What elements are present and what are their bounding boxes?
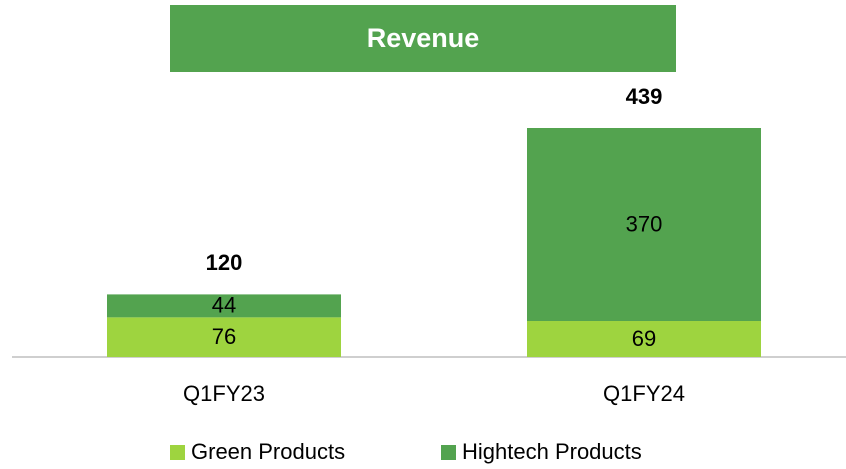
total-label: 439: [626, 84, 663, 109]
bar-segment: [107, 317, 341, 357]
data-label: 370: [626, 211, 663, 236]
data-label: 44: [212, 293, 236, 318]
x-tick-label: Q1FY23: [183, 381, 265, 406]
total-label: 120: [206, 250, 243, 275]
x-tick-label: Q1FY24: [603, 381, 685, 406]
legend-label: Hightech Products: [462, 439, 642, 464]
chart-title: Revenue: [367, 23, 480, 53]
title-banner: [170, 5, 676, 72]
data-label: 69: [632, 326, 656, 351]
bar-segment: [527, 128, 761, 322]
legend-swatch: [441, 445, 456, 460]
legend-swatch: [170, 445, 185, 460]
bar-segment: [107, 294, 341, 318]
legend-label: Green Products: [191, 439, 345, 464]
bar-segment: [527, 321, 761, 357]
data-label: 76: [212, 324, 236, 349]
